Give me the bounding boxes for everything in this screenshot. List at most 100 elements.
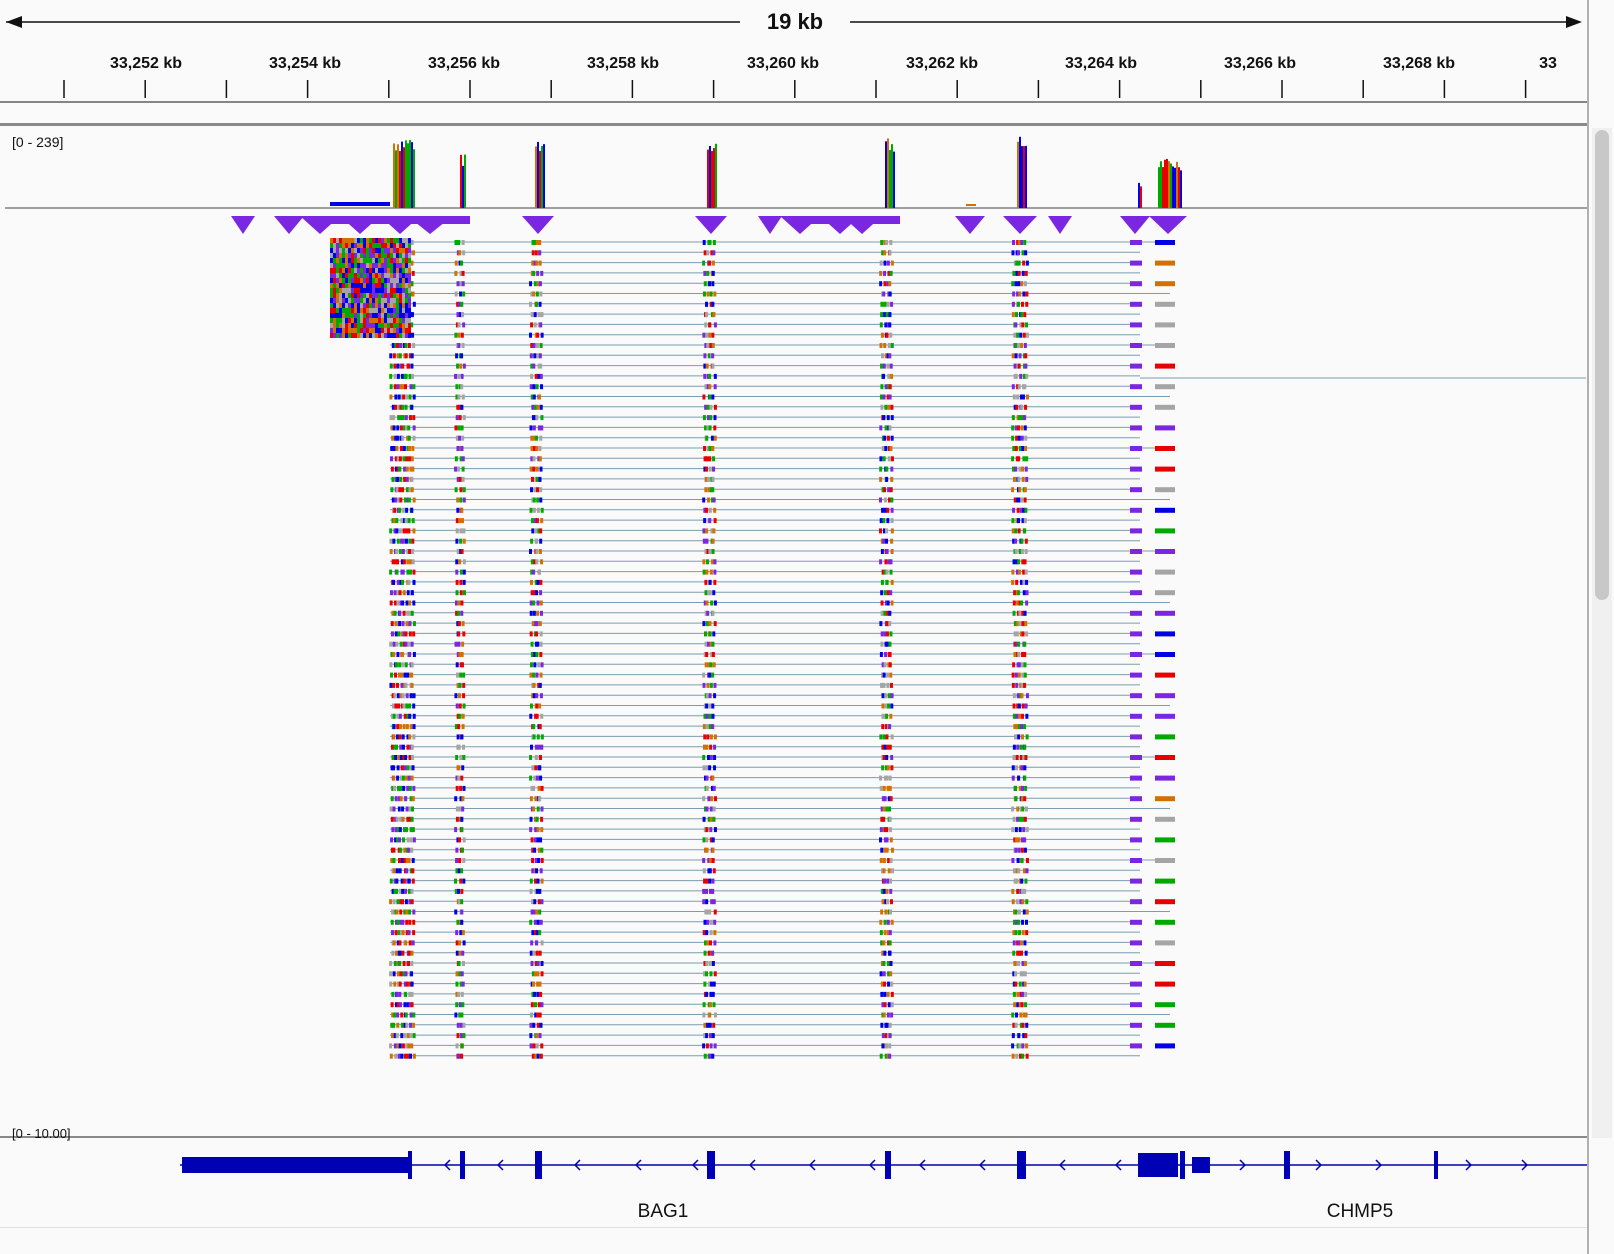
read-block bbox=[411, 765, 415, 771]
read-block bbox=[455, 672, 459, 678]
read-block bbox=[879, 858, 883, 863]
read-block bbox=[540, 734, 544, 740]
read-block bbox=[360, 263, 363, 268]
read-block bbox=[405, 1022, 409, 1028]
read-block bbox=[540, 785, 544, 791]
gene-label-bag1[interactable]: BAG1 bbox=[637, 1201, 689, 1222]
alignment-graphics[interactable] bbox=[0, 128, 1588, 1138]
coverage-bar bbox=[1174, 167, 1176, 208]
read-block bbox=[336, 298, 339, 303]
read-block bbox=[890, 549, 894, 554]
read-block bbox=[408, 816, 412, 822]
read-block bbox=[390, 263, 393, 268]
read-block bbox=[395, 682, 399, 688]
read-block bbox=[534, 528, 538, 534]
read-block bbox=[1012, 1022, 1016, 1028]
read-block bbox=[405, 528, 409, 534]
read-block bbox=[389, 682, 393, 688]
read-block bbox=[1011, 888, 1015, 894]
tick-label: 33,252 kb bbox=[109, 55, 183, 72]
read-block bbox=[387, 298, 390, 303]
gene-exon bbox=[408, 1151, 412, 1179]
read-block bbox=[458, 713, 462, 719]
read-block bbox=[1015, 734, 1019, 740]
read-block bbox=[536, 734, 540, 740]
read-block bbox=[1014, 528, 1018, 534]
read-block bbox=[399, 641, 403, 647]
read-block bbox=[405, 328, 408, 333]
read-block bbox=[710, 899, 714, 905]
gene-track-panel[interactable]: BAG1 CHMP5 bbox=[0, 1141, 1588, 1254]
scrollbar-thumb[interactable] bbox=[1595, 130, 1609, 600]
read-block bbox=[702, 930, 706, 936]
read-block bbox=[883, 919, 887, 925]
read-block bbox=[1024, 538, 1028, 544]
read-block bbox=[1018, 446, 1022, 451]
read-block bbox=[458, 260, 462, 266]
read-block bbox=[402, 785, 406, 791]
read-block bbox=[402, 703, 406, 709]
read-block bbox=[461, 343, 465, 348]
read-block bbox=[366, 328, 369, 333]
ruler-panel[interactable]: 19 kb 33,252 kb 33,254 kb 33,256 kb 33,2… bbox=[0, 0, 1588, 126]
read-block bbox=[412, 569, 416, 575]
read-block bbox=[530, 456, 534, 462]
read-block bbox=[455, 559, 459, 565]
read-block bbox=[1025, 631, 1029, 637]
read-block bbox=[1024, 466, 1028, 472]
read-block bbox=[404, 971, 408, 977]
read-block bbox=[708, 373, 712, 379]
read-block bbox=[457, 765, 461, 771]
read-block bbox=[881, 693, 885, 699]
read-block bbox=[1025, 373, 1029, 379]
read-block bbox=[459, 363, 463, 369]
read-block bbox=[330, 278, 333, 283]
read-block bbox=[455, 816, 459, 822]
read-block bbox=[402, 827, 406, 833]
read-block bbox=[880, 363, 884, 369]
gene-exon bbox=[1434, 1151, 1438, 1179]
read-block bbox=[391, 610, 395, 616]
read-block bbox=[348, 268, 351, 273]
read-block bbox=[372, 263, 375, 268]
read-block bbox=[457, 240, 461, 245]
read-block bbox=[406, 765, 410, 771]
read-block bbox=[882, 456, 886, 462]
read-block bbox=[888, 785, 892, 791]
read-block bbox=[399, 243, 402, 248]
read-block bbox=[410, 991, 414, 997]
read-block bbox=[882, 961, 886, 966]
read-block bbox=[390, 1022, 394, 1028]
read-block bbox=[1024, 1002, 1028, 1008]
read-block bbox=[532, 909, 536, 915]
read-block bbox=[538, 260, 542, 266]
read-block bbox=[460, 847, 464, 853]
read-block bbox=[706, 559, 710, 565]
vertical-scrollbar[interactable] bbox=[1592, 128, 1612, 1138]
read-block bbox=[1018, 353, 1022, 359]
read-block bbox=[457, 631, 461, 637]
read-block bbox=[889, 837, 893, 843]
read-block bbox=[389, 415, 393, 421]
read-block bbox=[394, 631, 398, 637]
read-block bbox=[879, 343, 883, 348]
read-block bbox=[410, 404, 414, 410]
read-block bbox=[889, 569, 893, 575]
read-block bbox=[455, 806, 459, 812]
read-block bbox=[455, 950, 459, 956]
read-block bbox=[712, 899, 716, 905]
read-block bbox=[387, 303, 390, 308]
read-block bbox=[537, 785, 541, 791]
read-block bbox=[407, 363, 411, 369]
read-block bbox=[351, 238, 354, 243]
strand-arrow bbox=[1375, 1159, 1383, 1171]
read-block bbox=[369, 293, 372, 298]
gene-label-chmp5[interactable]: CHMP5 bbox=[1326, 1201, 1394, 1222]
alignment-data-panel[interactable]: [0 - 239] [0 - 10.00] bbox=[0, 128, 1588, 1141]
read-block bbox=[889, 899, 893, 905]
read-block bbox=[390, 631, 394, 637]
read-block bbox=[540, 899, 544, 905]
gene-exon bbox=[707, 1151, 715, 1179]
read-block bbox=[393, 507, 397, 513]
read-block bbox=[1019, 806, 1023, 812]
